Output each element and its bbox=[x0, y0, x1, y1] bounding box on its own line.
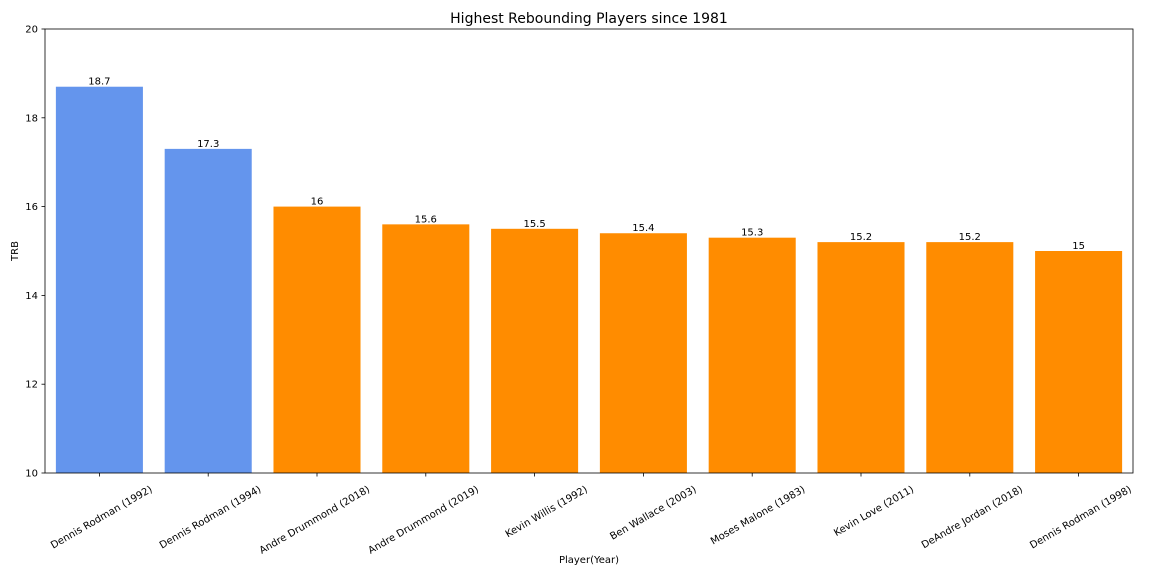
bar-5 bbox=[491, 228, 579, 473]
y-axis: 10 12 14 16 18 20 bbox=[25, 25, 45, 480]
bar-8 bbox=[817, 242, 905, 473]
data-label-3: 16 bbox=[311, 197, 324, 208]
y-tick-label-5: 18 bbox=[25, 113, 38, 124]
bar-2 bbox=[164, 148, 252, 473]
data-label-10: 15 bbox=[1072, 241, 1085, 252]
plot-frame bbox=[44, 28, 1134, 474]
bars-group: 18.7 17.3 16 15.6 15.5 15.4 15.3 15.2 15.2 15 bbox=[55, 77, 1123, 473]
y-tick-label-3: 14 bbox=[25, 291, 38, 302]
bar-6 bbox=[599, 233, 687, 473]
bar-7 bbox=[708, 237, 796, 473]
x-axis: Dennis Rodman (1992) Dennis Rodman (1994)… bbox=[49, 473, 1134, 557]
bar-3 bbox=[273, 206, 361, 473]
bar-1 bbox=[55, 86, 143, 473]
data-label-9: 15.2 bbox=[959, 232, 981, 243]
y-tick-label-6: 20 bbox=[25, 25, 38, 36]
data-label-7: 15.3 bbox=[741, 228, 763, 239]
bar-9 bbox=[926, 242, 1014, 473]
data-label-2: 17.3 bbox=[197, 139, 219, 150]
bar-4 bbox=[382, 224, 470, 473]
data-label-5: 15.5 bbox=[523, 219, 545, 230]
x-tick-label-3: Andre Drummond (2018) bbox=[258, 484, 372, 556]
y-tick-label-1: 10 bbox=[25, 469, 38, 480]
x-tick-label-2: Dennis Rodman (1994) bbox=[158, 484, 263, 551]
data-label-8: 15.2 bbox=[850, 232, 872, 243]
y-tick-label-4: 16 bbox=[25, 202, 38, 213]
x-tick-label-5: Kevin Willis (1992) bbox=[504, 484, 590, 540]
x-tick-label-9: DeAndre Jordan (2018) bbox=[920, 484, 1025, 551]
data-label-4: 15.6 bbox=[415, 214, 437, 225]
x-tick-label-4: Andre Drummond (2019) bbox=[367, 484, 481, 556]
x-tick-label-6: Ben Wallace (2003) bbox=[608, 484, 698, 542]
y-tick-label-2: 12 bbox=[25, 380, 38, 391]
data-label-6: 15.4 bbox=[632, 223, 654, 234]
bar-10 bbox=[1035, 251, 1123, 473]
y-axis-label: TRB bbox=[10, 241, 21, 262]
x-tick-label-10: Dennis Rodman (1998) bbox=[1028, 484, 1133, 551]
data-label-1: 18.7 bbox=[88, 77, 110, 88]
x-tick-label-7: Moses Malone (1983) bbox=[709, 484, 807, 547]
chart-title: Highest Rebounding Players since 1981 bbox=[450, 11, 728, 27]
x-tick-label-1: Dennis Rodman (1992) bbox=[49, 484, 154, 551]
x-tick-label-8: Kevin Love (2011) bbox=[832, 484, 916, 539]
x-axis-label: Player(Year) bbox=[559, 555, 619, 566]
